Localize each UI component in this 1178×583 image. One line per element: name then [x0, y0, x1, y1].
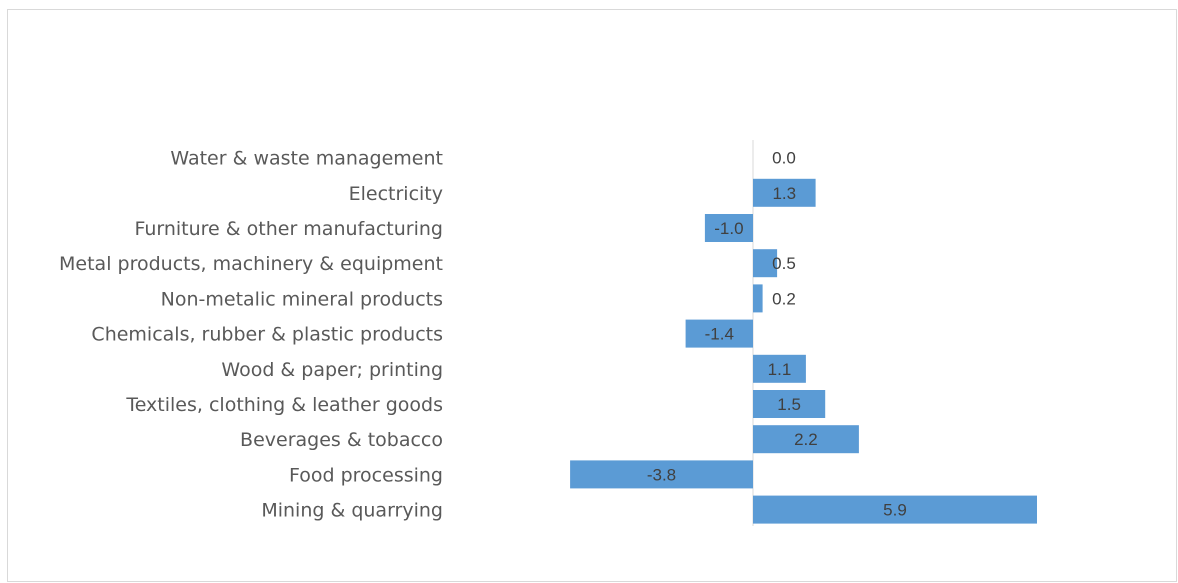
data-label-8: 2.2: [794, 430, 818, 449]
category-label-8: Beverages & tobacco: [240, 429, 443, 451]
category-label-2: Furniture & other manufacturing: [134, 218, 443, 240]
bar-9: [570, 460, 753, 489]
data-label-3: 0.5: [772, 254, 796, 273]
category-label-6: Wood & paper; printing: [221, 359, 443, 381]
data-label-7: 1.5: [777, 395, 801, 414]
bar-3: [753, 249, 778, 278]
category-label-5: Chemicals, rubber & plastic products: [91, 324, 443, 346]
data-label-5: -1.4: [705, 325, 734, 344]
category-labels: Water & waste management Electricity Furni…: [59, 148, 443, 522]
category-label-4: Non-metalic mineral products: [161, 288, 443, 310]
data-label-0: 0.0: [772, 149, 796, 168]
bar-2: [704, 214, 753, 242]
category-label-7: Textiles, clothing & leather goods: [125, 394, 443, 416]
data-label-10: 5.9: [883, 501, 907, 520]
data-label-1: 1.3: [772, 184, 796, 203]
bar-5: [685, 319, 753, 348]
category-label-10: Mining & quarrying: [261, 500, 443, 522]
data-labels: 0.0 1.3 -1.0 0.5 0.2 -1.4 1.1 1.5 2.2 -3.8 5.9: [647, 149, 907, 520]
bar-4: [753, 284, 763, 313]
bars-group: [570, 178, 1037, 524]
bar-8: [753, 425, 859, 454]
category-label-9: Food processing: [289, 464, 443, 486]
data-label-2: -1.0: [714, 219, 743, 238]
category-label-1: Electricity: [349, 183, 443, 205]
data-label-6: 1.1: [768, 360, 792, 379]
data-label-9: -3.8: [647, 465, 676, 484]
data-label-4: 0.2: [772, 289, 796, 308]
bar-10: [753, 495, 1037, 524]
category-label-0: Water & waste management: [170, 148, 443, 170]
bar-7: [753, 390, 826, 418]
category-label-3: Metal products, machinery & equipment: [59, 253, 443, 275]
bar-6: [753, 354, 806, 383]
bar-1: [753, 178, 816, 207]
